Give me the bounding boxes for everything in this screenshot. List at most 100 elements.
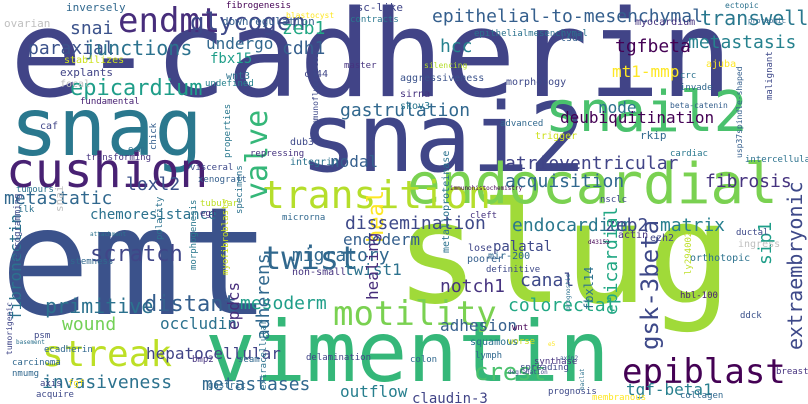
cloud-word: transition: [262, 173, 491, 217]
cloud-word-small: ajuba: [706, 59, 737, 70]
cloud-word-small: ly294002: [684, 231, 694, 275]
cloud-word-small: tubular: [200, 199, 238, 209]
cloud-word-small: trigger: [535, 131, 578, 142]
cloud-word: fibrosis: [705, 171, 792, 192]
cloud-word-small: malignant: [765, 51, 775, 100]
cloud-word-small: squamous: [470, 337, 519, 348]
cloud-word: zeb1: [282, 18, 326, 39]
cloud-word-small: prognostic: [565, 273, 572, 310]
cloud-word-small: attachment: [90, 231, 127, 238]
cloud-word-small: basement: [16, 339, 45, 346]
cloud-word-small: explants: [60, 66, 113, 79]
cloud-word: colorectal: [508, 295, 617, 316]
cloud-word: palatal: [493, 239, 553, 255]
cloud-word-small: visceral: [190, 163, 234, 173]
cloud-word-small: usp37spindle-shaped: [735, 66, 744, 158]
cloud-word-small: ddck: [740, 311, 762, 321]
cloud-word: endmt: [118, 1, 221, 41]
cloud-word-small: rkip: [640, 129, 667, 142]
cloud-word: distant: [144, 292, 237, 317]
cloud-word-small: psm: [34, 331, 51, 341]
cloud-word-small: axin2: [560, 355, 579, 362]
cloud-word-small: blastocyst: [286, 11, 335, 20]
cloud-word-small: sirna: [400, 89, 431, 100]
cloud-word: fbx15: [210, 51, 253, 67]
cloud-word: epithelial-to-mesenchymal: [432, 6, 703, 27]
cloud-word: twist: [262, 239, 359, 277]
cloud-word-small: bmp2: [192, 355, 214, 365]
cloud-word-small: synthase: [534, 357, 578, 367]
cloud-word: invasiveness: [42, 372, 173, 393]
cloud-word-small: integrin: [290, 157, 339, 168]
cloud-word: endoderm: [343, 230, 421, 249]
cloud-word: wound: [62, 314, 117, 335]
cloud-word-small: axis: [40, 379, 62, 389]
cloud-word: outflow: [340, 382, 408, 401]
cloud-word: tgf-beta1: [626, 380, 713, 399]
cloud-word-small: proteomic: [748, 17, 786, 25]
cloud-word: claudin-3: [412, 391, 488, 404]
cloud-word-small: morphology: [506, 77, 567, 88]
cloud-word-small: definitive: [486, 265, 541, 275]
cloud-word-small: repressing: [250, 149, 305, 159]
cloud-word: snai2: [300, 84, 586, 194]
cloud-word: zeb2: [605, 215, 649, 236]
cloud-word-small: poorer: [467, 254, 504, 265]
cloud-word: dissemination: [345, 213, 486, 234]
cloud-word-small: reprogramming: [13, 193, 23, 264]
cloud-word: epicardial: [601, 206, 622, 315]
cloud-word-small: downregulation: [222, 15, 315, 28]
cloud-word-small: carcinoma: [12, 358, 61, 368]
cloud-word-small: inversely: [66, 1, 126, 14]
cloud-word-small: lose: [468, 243, 493, 254]
cloud-word: cdh1: [282, 38, 326, 59]
cloud-word: fbxl14: [582, 266, 596, 310]
cloud-word: epiblast: [622, 352, 786, 392]
cloud-word: epicardium: [70, 76, 203, 101]
cloud-word-small: collagen: [680, 391, 724, 401]
cloud-word: primitive: [45, 294, 154, 318]
cloud-word: endocardial: [407, 152, 778, 217]
cloud-word-small: metalloproteinase: [441, 150, 452, 253]
cloud-word: loxl2: [126, 174, 181, 195]
cloud-word-small: xenograft: [198, 175, 247, 185]
cloud-word-small: spreading: [520, 363, 569, 373]
cloud-word-small: immunofluorescence: [311, 43, 320, 130]
cloud-word: twist1: [344, 260, 402, 279]
cloud-word-small: nmumg: [12, 369, 40, 379]
cloud-word: matrix: [660, 215, 726, 236]
cloud-word: vimentin: [205, 303, 610, 401]
cloud-word: tgfbeta: [615, 36, 691, 57]
cloud-word-small: stemness: [70, 257, 114, 267]
cloud-word: snail2: [545, 80, 748, 145]
cloud-word-small: microrna: [282, 213, 326, 223]
cloud-word-small: wnt3: [226, 71, 251, 82]
cloud-word-small: tumorigenic: [5, 302, 14, 355]
cloud-word: junctions: [84, 36, 193, 60]
cloud-word-small: ingress: [738, 239, 781, 250]
cloud-word-small: actin: [618, 230, 649, 241]
cloud-word-small: silencing: [424, 61, 468, 70]
cloud-word: ovarian: [4, 17, 51, 30]
cloud-word-small: e5: [548, 341, 556, 348]
cloud-word-small: ilk: [18, 205, 35, 215]
cloud-word-small: ezh2: [650, 233, 675, 244]
cloud-word-small: tumours: [16, 185, 54, 195]
cloud-word-small: advanced: [500, 119, 544, 129]
cloud-word-small: orthotopic: [690, 253, 751, 264]
cloud-word: undergo: [206, 34, 274, 53]
cloud-word: hepatocellular: [146, 344, 281, 363]
cloud-word-small: nsclc: [600, 195, 628, 205]
cloud-word-small: intercellular: [745, 155, 808, 165]
cloud-word: nodal: [330, 152, 379, 171]
cloud-word-small: cardiac: [670, 149, 708, 159]
cloud-word-small: properties: [223, 103, 233, 158]
cloud-word-small: fibrogenesis: [226, 1, 292, 11]
cloud-word: node: [598, 98, 637, 117]
cloud-word: metastatic: [4, 188, 113, 209]
cloud-word-small: invade: [680, 83, 713, 93]
cloud-word-small: lymph: [475, 351, 503, 361]
cloud-word-small: csc-like: [350, 1, 403, 14]
cloud-word-small: lsd1: [560, 33, 585, 44]
cloud-word-small: worse: [508, 337, 536, 347]
